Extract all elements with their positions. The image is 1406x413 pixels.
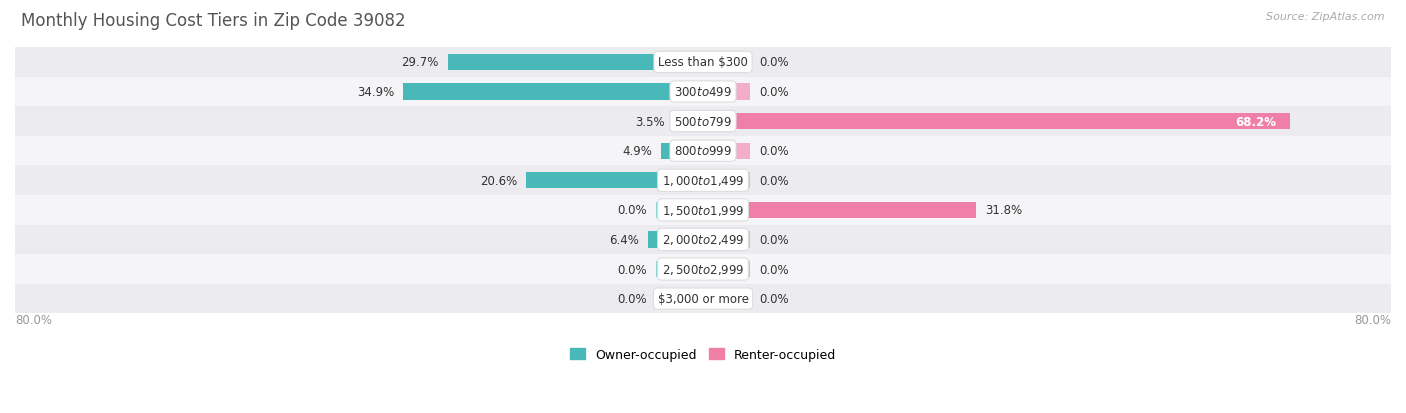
Text: 0.0%: 0.0% xyxy=(759,56,789,69)
Text: 0.0%: 0.0% xyxy=(759,86,789,99)
Bar xyxy=(655,291,703,307)
Text: $3,000 or more: $3,000 or more xyxy=(658,292,748,305)
Bar xyxy=(655,261,703,278)
Bar xyxy=(404,84,703,100)
Text: $800 to $999: $800 to $999 xyxy=(673,145,733,158)
Text: Source: ZipAtlas.com: Source: ZipAtlas.com xyxy=(1267,12,1385,22)
Bar xyxy=(15,255,1391,284)
Text: 29.7%: 29.7% xyxy=(402,56,439,69)
Bar xyxy=(703,114,1289,130)
Text: 4.9%: 4.9% xyxy=(623,145,652,158)
Bar xyxy=(15,137,1391,166)
Bar xyxy=(703,143,751,159)
Text: $2,500 to $2,999: $2,500 to $2,999 xyxy=(662,262,744,276)
Text: Monthly Housing Cost Tiers in Zip Code 39082: Monthly Housing Cost Tiers in Zip Code 3… xyxy=(21,12,406,30)
Text: 0.0%: 0.0% xyxy=(759,174,789,188)
Text: 0.0%: 0.0% xyxy=(617,292,647,305)
Text: 0.0%: 0.0% xyxy=(759,263,789,276)
Text: 6.4%: 6.4% xyxy=(609,233,640,246)
Text: 31.8%: 31.8% xyxy=(986,204,1022,217)
Text: 0.0%: 0.0% xyxy=(617,263,647,276)
Bar xyxy=(15,225,1391,255)
Bar xyxy=(661,143,703,159)
Bar xyxy=(15,284,1391,313)
Bar xyxy=(673,114,703,130)
Text: $300 to $499: $300 to $499 xyxy=(673,86,733,99)
Text: 3.5%: 3.5% xyxy=(634,115,664,128)
Text: $1,500 to $1,999: $1,500 to $1,999 xyxy=(662,203,744,217)
Text: 68.2%: 68.2% xyxy=(1236,115,1277,128)
Bar xyxy=(15,196,1391,225)
Text: 0.0%: 0.0% xyxy=(759,233,789,246)
Bar xyxy=(703,202,977,218)
Text: 0.0%: 0.0% xyxy=(759,145,789,158)
Bar xyxy=(703,232,751,248)
Text: 0.0%: 0.0% xyxy=(617,204,647,217)
Bar xyxy=(703,84,751,100)
Bar xyxy=(703,55,751,71)
Bar xyxy=(703,173,751,189)
Bar xyxy=(703,261,751,278)
Bar xyxy=(15,48,1391,78)
Text: $1,000 to $1,499: $1,000 to $1,499 xyxy=(662,174,744,188)
Bar xyxy=(15,166,1391,196)
Text: $500 to $799: $500 to $799 xyxy=(673,115,733,128)
Bar xyxy=(655,202,703,218)
Text: Less than $300: Less than $300 xyxy=(658,56,748,69)
Text: 34.9%: 34.9% xyxy=(357,86,394,99)
Text: 20.6%: 20.6% xyxy=(479,174,517,188)
Bar xyxy=(703,291,751,307)
Bar xyxy=(447,55,703,71)
Legend: Owner-occupied, Renter-occupied: Owner-occupied, Renter-occupied xyxy=(565,343,841,366)
Text: $2,000 to $2,499: $2,000 to $2,499 xyxy=(662,233,744,247)
Text: 80.0%: 80.0% xyxy=(1354,313,1391,327)
Bar xyxy=(15,78,1391,107)
Bar xyxy=(15,107,1391,137)
Bar xyxy=(526,173,703,189)
Text: 80.0%: 80.0% xyxy=(15,313,52,327)
Text: 0.0%: 0.0% xyxy=(759,292,789,305)
Bar xyxy=(648,232,703,248)
